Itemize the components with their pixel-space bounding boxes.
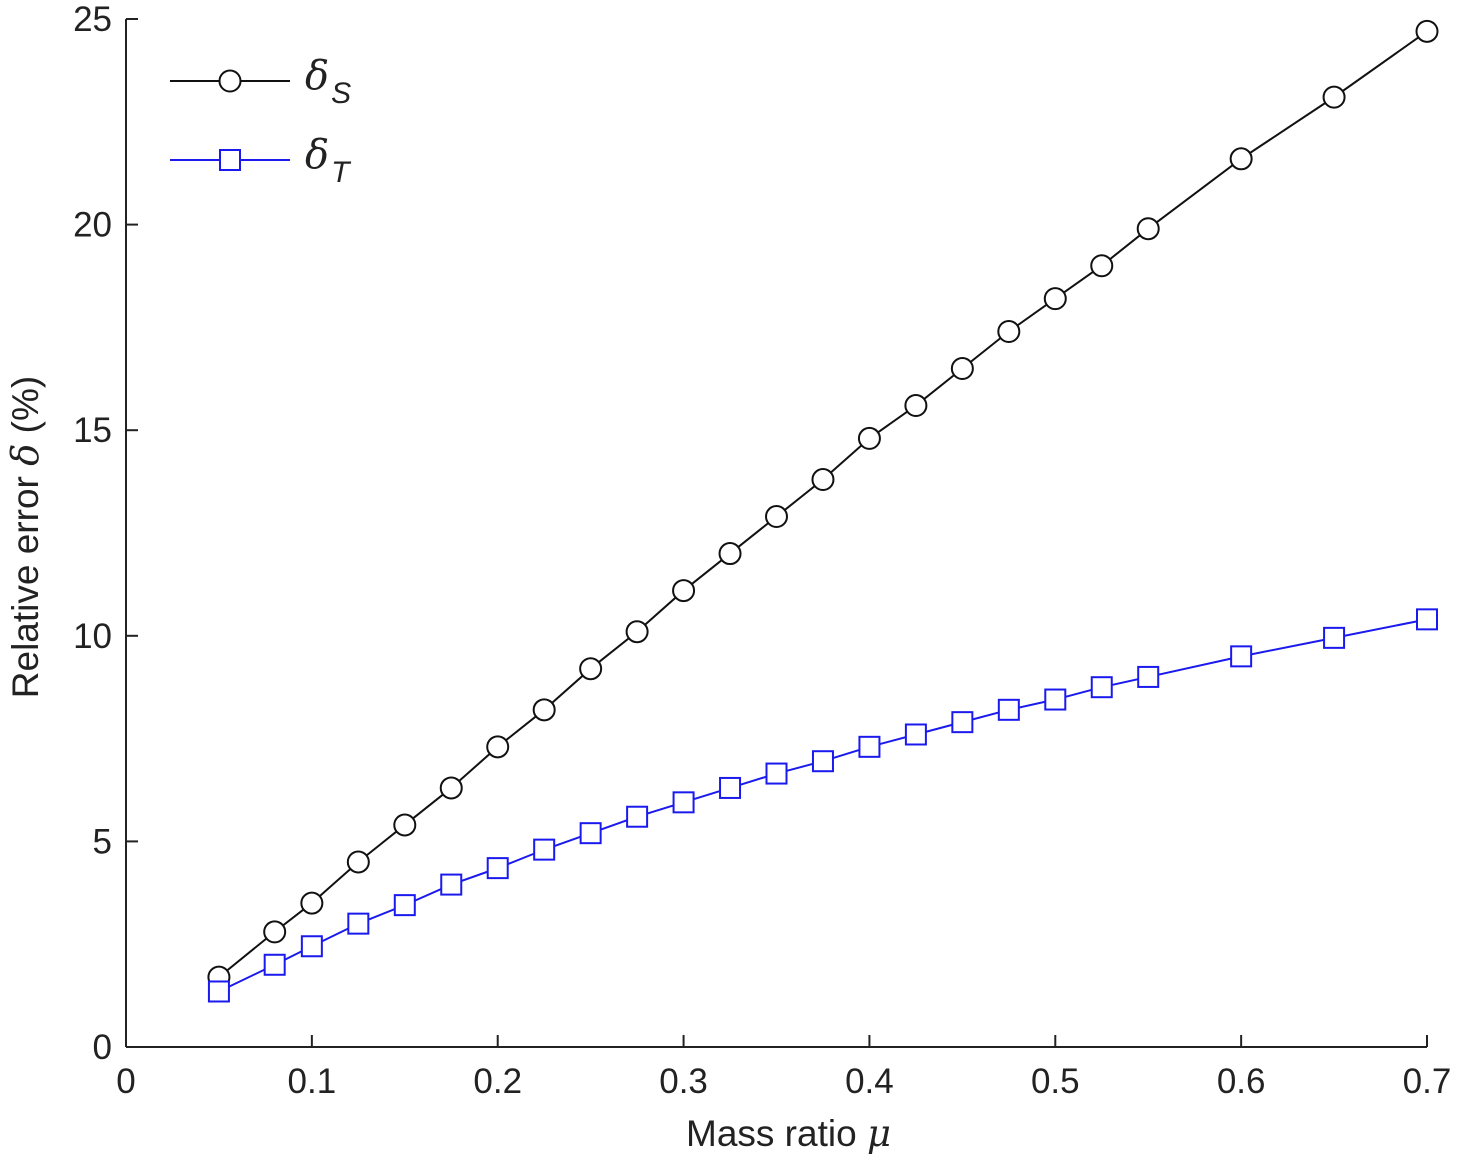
data-point <box>1137 665 1160 688</box>
data-point <box>626 805 649 828</box>
data-point <box>765 762 788 785</box>
series-layer <box>207 19 1439 1003</box>
data-point <box>1322 85 1346 109</box>
data-point <box>439 776 463 800</box>
legend-marker <box>218 69 242 93</box>
data-point <box>997 320 1021 344</box>
y-tick-label: 0 <box>93 1028 112 1067</box>
data-point <box>263 953 286 976</box>
data-point <box>393 813 417 837</box>
data-point <box>811 468 835 492</box>
data-point <box>904 394 928 418</box>
y-axis-label: Relative error δ (%) <box>4 376 47 698</box>
legend-label: δT <box>305 132 352 189</box>
data-point <box>579 822 602 845</box>
x-axis-label: Mass ratio μ <box>686 1112 891 1155</box>
x-tick-label: 0 <box>116 1062 135 1101</box>
data-point <box>718 542 742 566</box>
y-tick-label: 10 <box>73 617 112 656</box>
legend: δS δT <box>170 53 352 189</box>
x-tick-label: 0.7 <box>1403 1062 1452 1101</box>
data-point <box>1136 217 1160 241</box>
axes: 0 0.1 0.2 0.3 0.4 0.5 0.6 0.7 0 5 10 15 20 25 <box>73 0 1451 1101</box>
data-point <box>1043 287 1067 311</box>
data-point <box>672 791 695 814</box>
data-point <box>347 912 370 935</box>
data-point <box>951 711 974 734</box>
data-point <box>532 698 556 722</box>
legend-label: δS <box>305 53 351 110</box>
y-tick-label: 15 <box>73 411 112 450</box>
x-tick-label: 0.6 <box>1217 1062 1266 1101</box>
data-point <box>393 894 416 917</box>
data-point <box>486 735 510 759</box>
data-point <box>1229 147 1253 171</box>
x-tick-label: 0.1 <box>288 1062 337 1101</box>
legend-entry-t: δT <box>170 132 352 189</box>
data-point <box>1090 254 1114 278</box>
x-tick-label: 0.5 <box>1031 1062 1080 1101</box>
data-point <box>486 857 509 880</box>
data-point <box>765 505 788 529</box>
data-point <box>1090 676 1113 699</box>
data-point <box>1044 688 1067 711</box>
data-point <box>1416 608 1438 631</box>
data-point <box>346 850 370 874</box>
data-point <box>300 891 324 915</box>
data-point <box>1323 626 1346 649</box>
data-point <box>672 579 696 603</box>
y-tick-label: 5 <box>93 822 112 861</box>
legend-marker <box>219 149 241 171</box>
data-point <box>300 935 323 958</box>
data-point <box>263 920 287 944</box>
series-line <box>218 618 1428 993</box>
data-point <box>1415 19 1439 43</box>
x-tick-label: 0.4 <box>845 1062 894 1101</box>
x-tick-label: 0.3 <box>659 1062 708 1101</box>
data-point <box>997 698 1020 721</box>
data-point <box>811 750 834 773</box>
series-s <box>207 19 1439 989</box>
data-point <box>904 723 927 746</box>
y-tick-label: 25 <box>73 0 112 39</box>
data-point <box>579 657 603 681</box>
data-point <box>719 776 742 799</box>
data-point <box>857 426 881 450</box>
y-tick-label: 20 <box>73 206 112 245</box>
data-point <box>625 620 649 644</box>
data-point <box>950 357 974 381</box>
data-point <box>858 735 881 758</box>
x-tick-label: 0.2 <box>473 1062 522 1101</box>
data-point <box>1230 645 1253 668</box>
legend-entry-s: δS <box>170 53 351 110</box>
data-point <box>207 980 230 1003</box>
series-t <box>207 608 1438 1003</box>
data-point <box>440 873 463 896</box>
data-point <box>533 838 556 861</box>
